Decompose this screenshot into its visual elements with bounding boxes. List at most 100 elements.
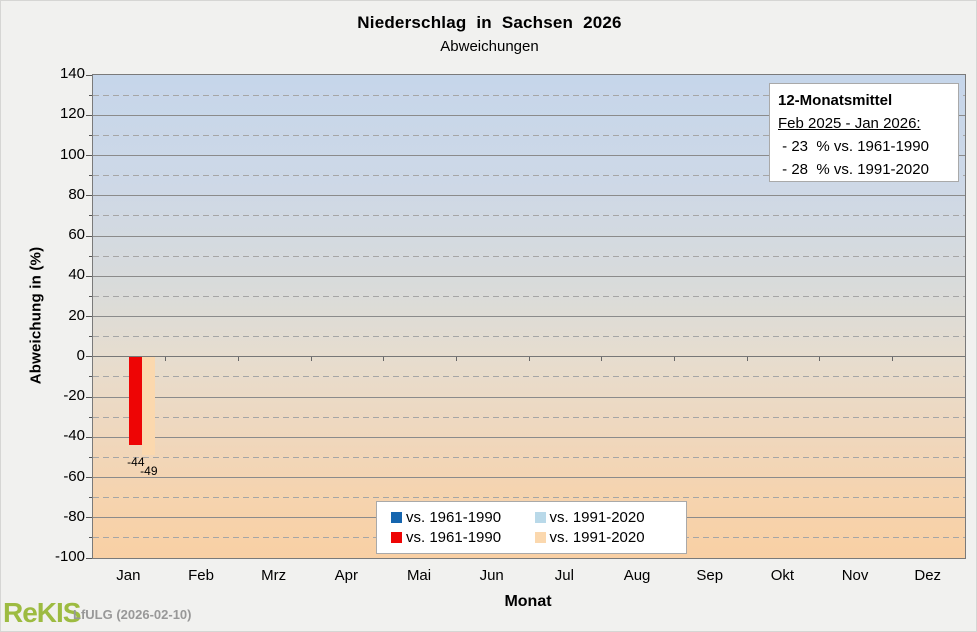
y-axis-tick xyxy=(86,557,92,559)
y-axis-tick xyxy=(89,255,92,257)
gridline-minor xyxy=(93,215,965,217)
gridline-major xyxy=(93,155,965,156)
y-axis-tick xyxy=(86,275,92,277)
x-axis-zero-tick xyxy=(819,356,821,361)
chart-subtitle: Abweichungen xyxy=(440,38,539,55)
legend-item: vs. 1991-2020 xyxy=(534,529,679,546)
summary-info-box: 12-Monatsmittel Feb 2025 - Jan 2026: - 2… xyxy=(769,83,959,182)
gridline-major xyxy=(93,477,965,478)
rekis-logo: ReKIS xyxy=(3,597,81,628)
x-axis-zero-tick xyxy=(383,356,385,361)
info-box-heading: 12-Monatsmittel xyxy=(778,92,893,109)
y-axis-label: -80 xyxy=(63,507,85,525)
x-axis-zero-tick xyxy=(673,356,675,361)
gridline-minor xyxy=(93,134,965,136)
y-axis-tick xyxy=(86,235,92,237)
y-axis-tick xyxy=(86,477,92,478)
x-axis-label: Nov xyxy=(841,567,869,584)
x-axis-zero-tick xyxy=(310,356,312,361)
chart-title: Niederschlag in Sachsen 2026 xyxy=(357,13,622,32)
x-axis-label: Mrz xyxy=(261,567,287,584)
footer-source-text: LfULG (2026-02-10) xyxy=(73,607,192,622)
gridline-minor xyxy=(93,376,965,378)
legend-label: vs. 1961-1990 xyxy=(406,529,502,546)
y-axis-tick xyxy=(89,456,92,458)
y-axis-tick xyxy=(86,436,92,438)
gridline-major xyxy=(93,195,965,197)
y-axis-tick xyxy=(89,497,92,499)
x-axis-zero-tick xyxy=(237,356,239,361)
y-axis-label: 100 xyxy=(59,145,85,163)
gridline-minor xyxy=(93,416,965,418)
legend-label: vs. 1961-1990 xyxy=(406,509,502,526)
y-axis-label: 60 xyxy=(68,226,85,243)
y-axis-tick xyxy=(86,195,92,197)
y-axis-tick xyxy=(89,416,92,418)
y-axis-tick xyxy=(89,215,92,217)
x-axis-title: Monat xyxy=(504,593,552,610)
y-axis-tick xyxy=(86,155,92,156)
y-axis-label: 0 xyxy=(76,346,85,364)
x-axis-label: Sep xyxy=(696,567,724,584)
y-axis-label: -60 xyxy=(63,467,85,485)
gridline-minor xyxy=(93,336,965,338)
x-axis-label: Dez xyxy=(914,567,942,584)
gridline-minor xyxy=(93,295,965,297)
bar-value-label: -49 xyxy=(140,464,158,479)
x-axis-label: Mai xyxy=(406,567,432,584)
x-axis-zero-tick xyxy=(746,356,748,361)
legend-item: vs. 1991-2020 xyxy=(534,509,679,526)
y-axis-tick xyxy=(86,396,92,398)
x-axis-zero-tick xyxy=(165,356,167,361)
y-axis-label: -40 xyxy=(63,427,85,445)
info-box-line-1: - 23 % vs. 1961-1990 xyxy=(778,138,929,155)
y-axis-label: 120 xyxy=(59,105,85,123)
y-axis-label: -20 xyxy=(63,387,85,404)
y-axis-label: 140 xyxy=(59,65,85,82)
gridline-minor xyxy=(93,175,965,177)
x-axis-zero-tick xyxy=(891,356,893,361)
legend-swatch xyxy=(534,512,546,523)
x-axis-labels: Jan Feb Mrz Apr Mai Jun Jul Aug Sep Okt Nov Dez xyxy=(92,564,964,588)
y-axis-tick xyxy=(89,134,92,136)
gridline-major xyxy=(93,316,965,317)
x-axis-label: Jun xyxy=(479,567,504,584)
y-axis-tick xyxy=(89,295,92,297)
legend-label: vs. 1991-2020 xyxy=(549,509,645,526)
gridline-major xyxy=(93,396,965,398)
gridline-major xyxy=(93,114,965,116)
y-axis-label: 40 xyxy=(68,266,85,284)
x-axis-zero-tick xyxy=(455,356,457,361)
bar-value-label: -44 xyxy=(127,455,145,470)
y-axis-label: -100 xyxy=(54,548,85,565)
x-axis-label: Okt xyxy=(770,567,795,584)
y-axis-tick xyxy=(86,316,92,317)
gridline-minor xyxy=(93,497,965,499)
y-axis-label: 20 xyxy=(68,306,85,324)
legend-swatch xyxy=(534,532,546,543)
gridline-major xyxy=(93,275,965,277)
legend-swatch xyxy=(391,532,402,543)
data-bar xyxy=(142,356,156,456)
y-axis-tick xyxy=(89,537,92,539)
info-box-line-2: - 28 % vs. 1991-2020 xyxy=(778,161,929,178)
x-axis-label: Aug xyxy=(623,567,651,584)
chart-legend: vs. 1961-1990 vs. 1991-2020 vs. 1961-1990 v… xyxy=(376,501,687,554)
legend-item: vs. 1961-1990 xyxy=(391,529,535,546)
gridline-major xyxy=(93,436,965,438)
y-axis-tick xyxy=(89,336,92,338)
x-axis-zero-tick xyxy=(601,356,603,361)
y-axis-tick xyxy=(89,94,92,96)
y-axis-tick xyxy=(86,74,92,76)
x-axis-label: Jan xyxy=(116,567,141,584)
x-axis-label: Apr xyxy=(334,567,359,584)
y-axis-tick xyxy=(86,114,92,116)
y-axis-title: Abweichung in (%) xyxy=(27,246,45,385)
gridline-minor xyxy=(93,255,965,257)
y-axis-tick xyxy=(89,376,92,378)
x-axis-label: Feb xyxy=(188,567,214,584)
gridline-minor xyxy=(93,456,965,458)
gridline-minor xyxy=(93,94,965,96)
data-bar xyxy=(129,356,143,446)
